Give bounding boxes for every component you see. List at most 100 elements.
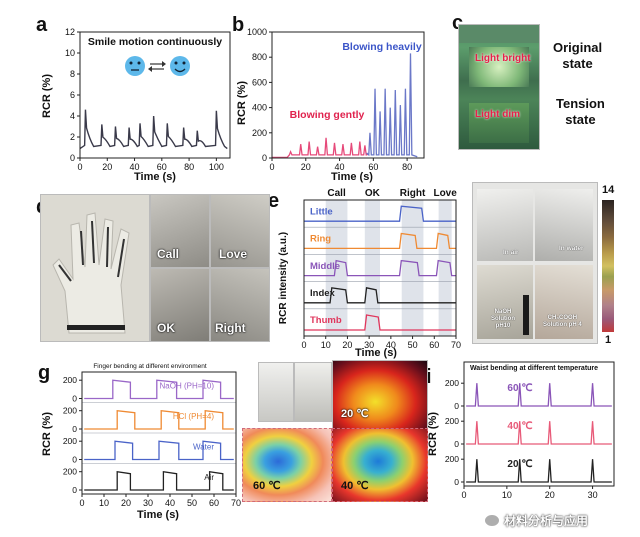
chart-g-ytick-label: 200	[63, 375, 77, 385]
chart-e-series-little	[304, 205, 456, 222]
chart-e-series-ring	[304, 232, 456, 250]
chart-g-ytick-label: 0	[72, 455, 77, 465]
chart-e-xtick-label: 0	[301, 340, 306, 350]
chart-g-series-line	[84, 379, 234, 400]
chart-i-xtick-label: 20	[545, 490, 555, 500]
annotation-blowing-heavily: Blowing heavily	[342, 41, 422, 53]
chart-b-ytick-label: 0	[262, 153, 267, 163]
smiley-face-icon	[125, 56, 145, 76]
chart-i-ytick-label: 0	[454, 477, 459, 487]
chart-g-title: Finger bending at different environment	[93, 363, 207, 370]
chart-g-ytick-label: 200	[63, 406, 77, 416]
chart-g-xtick-label: 60	[209, 498, 219, 508]
smiling-face-icon	[170, 56, 190, 76]
photo-d-call: Call	[150, 194, 210, 268]
ph-color-scale	[602, 200, 614, 332]
chart-i-title: Waist bending at different temperature	[470, 365, 598, 372]
photo-d-ok: OK	[150, 268, 210, 342]
chart-g-ytick-label: 0	[72, 394, 77, 404]
chart-a-ylabel: RCR (%)	[41, 74, 53, 118]
chart-i-ytick-label: 200	[445, 454, 459, 464]
chart-i-plot-frame	[463, 361, 615, 487]
ph-scale-top-label: 14	[602, 184, 615, 196]
chart-g-xtick-label: 40	[165, 498, 175, 508]
panel-label-b: b	[232, 14, 245, 36]
caption-40c: 40 ℃	[341, 480, 369, 492]
label-original-state: Original state	[553, 40, 603, 71]
chart-b-ytick-label: 1000	[247, 27, 267, 37]
chart-g-series-label: Water	[193, 442, 214, 451]
chart-e-series-label: Ring	[310, 234, 331, 245]
chart-e-xtick-label: 50	[408, 340, 418, 350]
chart-g-series-line	[84, 470, 234, 491]
photo-h-hand-1	[258, 362, 294, 422]
chart-g-plot-frame	[81, 371, 237, 495]
caption-in-air: In air	[503, 249, 519, 256]
panel-label-g: g	[38, 362, 51, 384]
chart-e-series-label: Middle	[310, 261, 340, 272]
chart-g-xtick-label: 0	[79, 498, 84, 508]
caption-20c: 20 ℃	[341, 408, 369, 420]
chart-e-series-label: Index	[310, 288, 336, 299]
chart-i-temperature: 60 ℃ 40 ℃ 20 ℃ 0 200 0 200 0 200 0 10 20 30 Waist b…	[427, 361, 615, 500]
chart-g-ytick-label: 0	[72, 485, 77, 495]
photo-h-hand-2	[294, 362, 332, 422]
chart-e-xtick-label: 30	[364, 340, 374, 350]
chart-b-xtick-label: 20	[301, 162, 311, 172]
chart-e-gesture-band	[438, 200, 452, 336]
chart-a-xtick-label: 0	[77, 162, 82, 172]
chart-i-series-line	[466, 459, 612, 483]
chart-e-gesture-band	[325, 200, 348, 336]
caption-light-bright: Light bright	[475, 53, 531, 64]
chart-e-gestures: Call OK Right Love Little Ring Middle Index Thu…	[278, 188, 461, 359]
chart-i-ytick-label: 200	[445, 416, 459, 426]
chart-i-series-label: 40 ℃	[507, 421, 532, 432]
photo-h-thermal-40: 40 ℃	[332, 428, 428, 502]
chart-g-ylabel: RCR (%)	[41, 412, 53, 456]
chart-a-ytick-label: 10	[65, 48, 75, 58]
chart-a-xtick-label: 40	[130, 162, 140, 172]
chart-e-xtick-label: 20	[342, 340, 352, 350]
chart-i-series-line	[466, 421, 612, 445]
caption-right: Right	[215, 321, 246, 335]
panel-label-a: a	[36, 14, 48, 36]
photo-f-solutions: In air In water NaOH Solution pH10 CH₃CO…	[472, 182, 598, 344]
chart-e-series-label: Little	[310, 206, 333, 217]
photo-h-thermal-20: 20 ℃	[332, 360, 428, 430]
chart-g-series-label: NaOH (PH=10)	[160, 381, 215, 390]
chart-e-xtick-label: 10	[321, 340, 331, 350]
photo-h-thermal-60: 60 ℃	[242, 428, 332, 502]
chart-a-xtick-label: 80	[184, 162, 194, 172]
ph-scale-bottom-label: 1	[605, 334, 612, 346]
watermark-text: 材料分析与应用	[504, 514, 589, 528]
chart-a-ytick-label: 4	[70, 111, 75, 121]
panel-label-e: e	[268, 190, 280, 212]
chart-g-ytick-label: 200	[63, 436, 77, 446]
chart-b-xlabel: Time (s)	[331, 171, 373, 183]
caption-ch3cooh: CH₃COOH Solution pH 4	[543, 315, 582, 328]
chart-a-xtick-label: 60	[157, 162, 167, 172]
chart-e-xtick-label: 70	[451, 340, 461, 350]
photo-d-love: Love	[210, 194, 270, 268]
chart-g-series-label: HCl (PH=4)	[173, 412, 214, 421]
photo-d-right: Right	[210, 268, 270, 342]
chart-g-ytick-label: 200	[63, 467, 77, 477]
watermark: 材料分析与应用	[484, 512, 588, 529]
chart-e-gesture-label: Right	[400, 188, 426, 199]
chart-a-title: Smile motion continuously	[88, 36, 222, 48]
chart-b-xtick-label: 40	[335, 162, 345, 172]
chart-a-ytick-label: 8	[70, 69, 75, 79]
glove-illustration	[52, 212, 130, 334]
chart-i-series-line	[466, 383, 612, 407]
chart-b-ytick-label: 800	[252, 52, 267, 62]
caption-naoh: NaOH Solution pH10	[491, 309, 515, 329]
caption-love: Love	[219, 247, 248, 261]
label-tension-state: Tension state	[556, 96, 605, 127]
chart-e-gesture-label: Call	[327, 188, 346, 199]
chart-g-ytick-label: 0	[72, 424, 77, 434]
panel-label-i: i	[426, 366, 432, 388]
chart-b-plot-frame	[271, 31, 425, 159]
chart-b-series-gently	[272, 137, 369, 159]
panel-label-c: c	[452, 12, 464, 34]
